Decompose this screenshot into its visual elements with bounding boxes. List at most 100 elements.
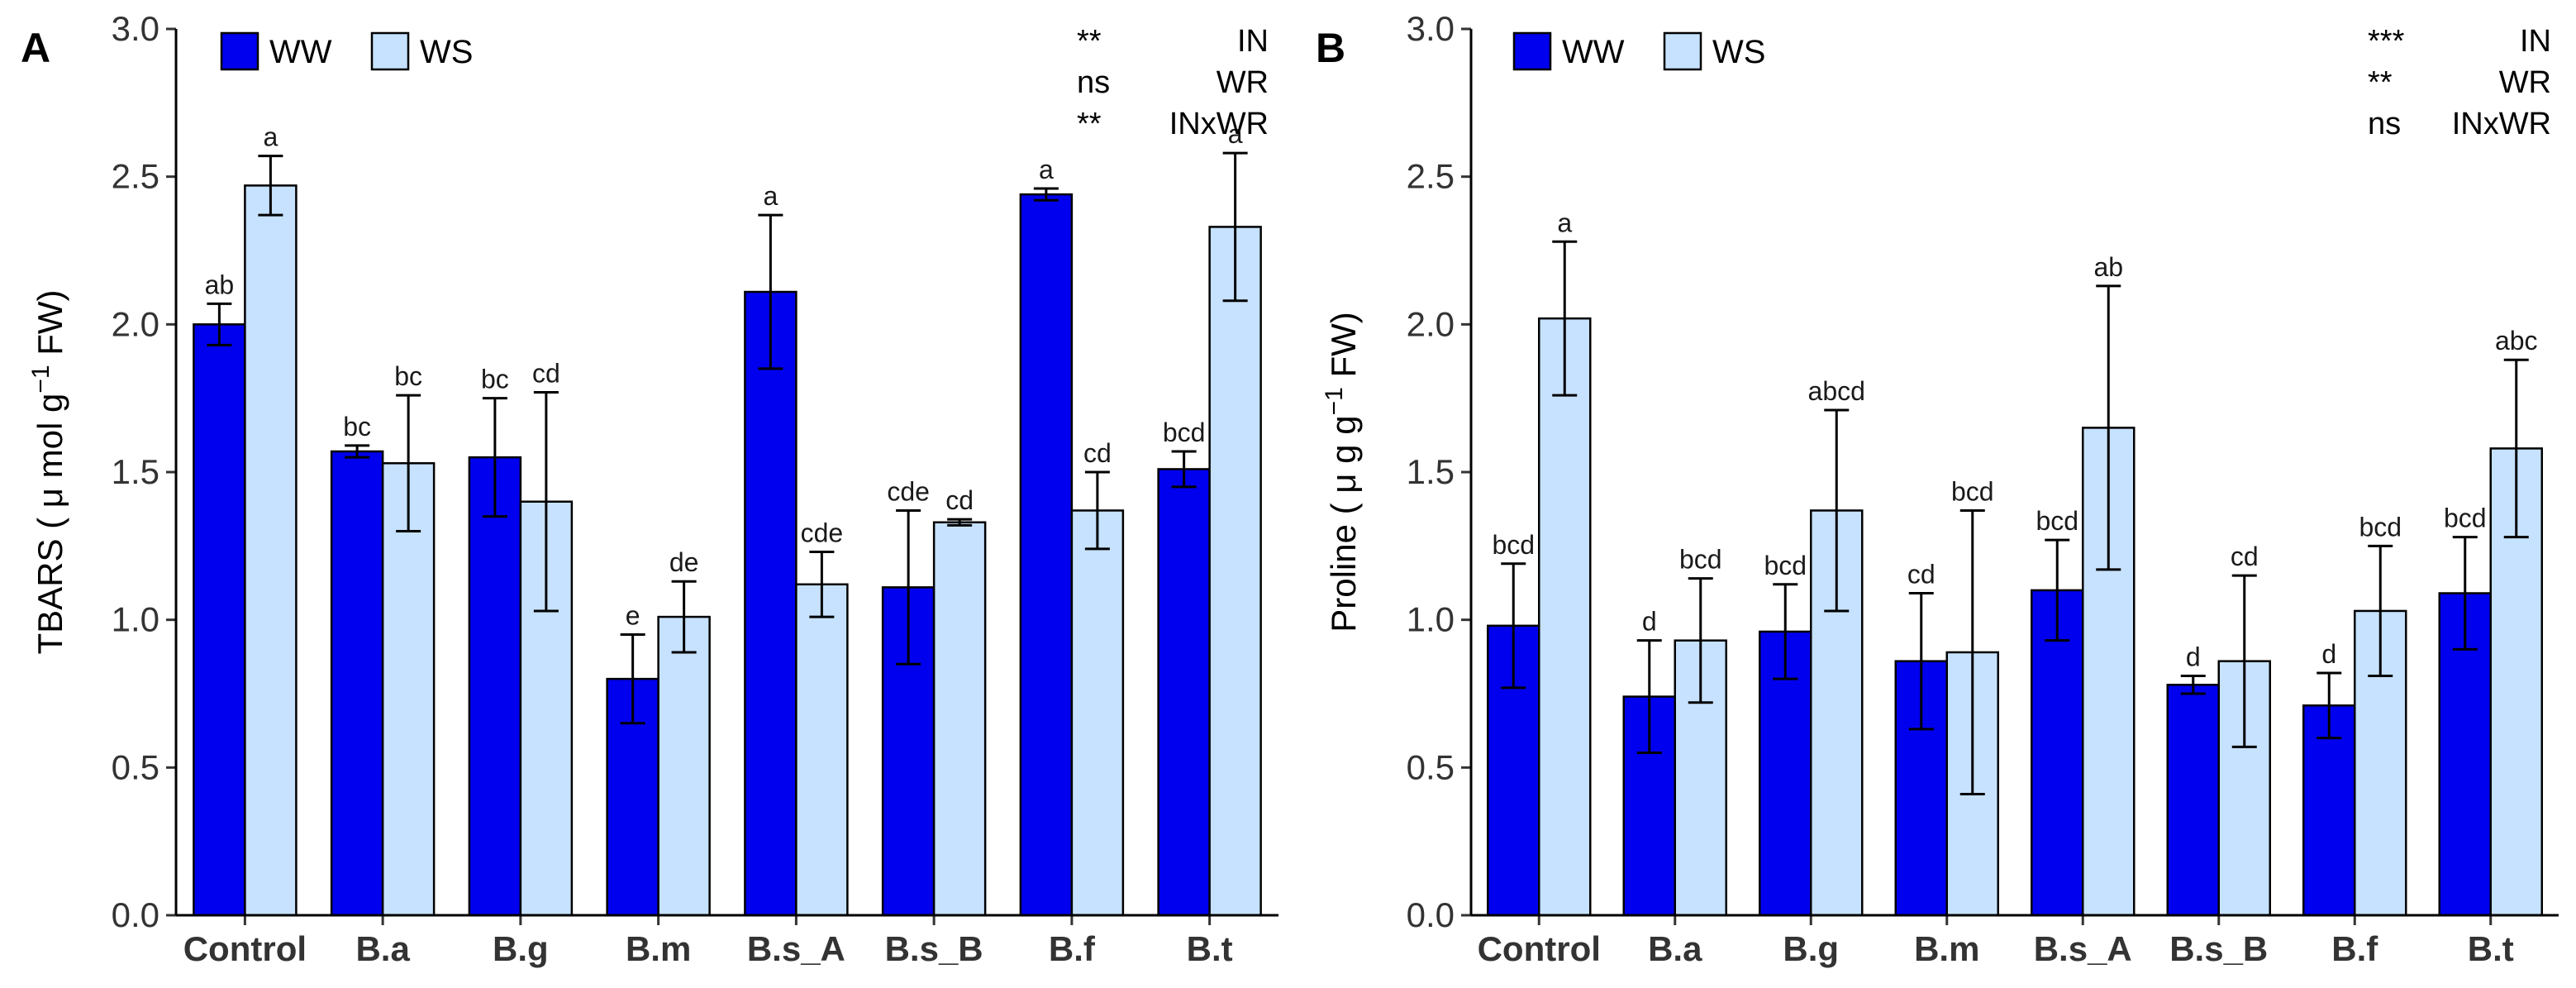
significance-letter: cd bbox=[2231, 542, 2259, 571]
significance-letter: bc bbox=[481, 365, 509, 394]
bar-ww-control bbox=[193, 323, 246, 917]
x-tick-label: B.a bbox=[355, 929, 410, 968]
y-axis-label: Proline ( μ g g−1 FW) bbox=[1321, 312, 1363, 632]
x-tick-label: Control bbox=[1478, 929, 1601, 968]
significance-letter: bcd bbox=[1163, 418, 1206, 447]
legend-label-ww: WW bbox=[1562, 34, 1625, 70]
significance-letter: bcd bbox=[2359, 512, 2402, 542]
stat-significance: ** bbox=[1077, 107, 1102, 141]
bar-ww-b-s-b bbox=[2166, 684, 2220, 917]
significance-letter: ab bbox=[205, 270, 235, 299]
x-tick-label: B.a bbox=[1648, 929, 1702, 968]
x-tick-label: B.m bbox=[626, 929, 691, 968]
stat-term: WR bbox=[2499, 65, 2551, 100]
significance-letter: a bbox=[263, 122, 278, 152]
y-tick-label: 1.5 bbox=[1407, 452, 1455, 491]
x-tick-label: B.f bbox=[2331, 929, 2378, 968]
x-tick-label: Control bbox=[183, 929, 307, 968]
x-tick-label: B.f bbox=[1049, 929, 1096, 968]
significance-letter: bc bbox=[343, 412, 371, 441]
x-tick-label: B.g bbox=[1783, 929, 1839, 968]
significance-letter: bcd bbox=[1764, 551, 1807, 580]
y-tick-label: 3.0 bbox=[112, 9, 160, 48]
x-tick-label: B.s_B bbox=[885, 929, 983, 968]
y-axis-label: TBARS ( μ mol g−1 FW) bbox=[27, 289, 69, 654]
stat-significance: ** bbox=[2368, 65, 2393, 100]
y-tick-label: 0.0 bbox=[112, 895, 160, 934]
bar-ws-b-t bbox=[1208, 226, 1262, 917]
bar-ws-b-s-a bbox=[795, 583, 849, 917]
significance-letter: abc bbox=[2495, 326, 2538, 356]
y-axis-label-unit: FW) bbox=[1324, 312, 1363, 387]
y-tick-label: 2.0 bbox=[112, 304, 160, 343]
significance-letter: a bbox=[763, 181, 778, 211]
significance-letter: cd bbox=[1083, 438, 1112, 468]
panel-letter: A bbox=[21, 25, 50, 71]
significance-letter: e bbox=[626, 601, 640, 631]
significance-letter: cd bbox=[532, 359, 560, 389]
significance-letter: a bbox=[1039, 155, 1054, 184]
bar-ww-b-g bbox=[468, 456, 522, 917]
bar-ww-b-s-a bbox=[744, 290, 798, 917]
stat-significance: *** bbox=[2368, 24, 2405, 59]
y-tick-label: 1.5 bbox=[112, 452, 160, 491]
bar-ws-b-m bbox=[657, 615, 711, 917]
legend-label-ws: WS bbox=[1712, 34, 1765, 70]
stat-term: INxWR bbox=[2452, 107, 2551, 141]
significance-letter: cd bbox=[945, 485, 974, 515]
x-tick-label: B.t bbox=[2468, 929, 2514, 968]
y-tick-label: 1.0 bbox=[1407, 600, 1455, 639]
legend-swatch-ws bbox=[370, 31, 410, 71]
x-tick-label: B.g bbox=[493, 929, 549, 968]
x-tick-label: B.t bbox=[1187, 929, 1233, 968]
legend: WW WS bbox=[1512, 31, 1765, 71]
y-tick-label: 0.0 bbox=[1407, 895, 1455, 934]
y-tick-label: 3.0 bbox=[1407, 9, 1455, 48]
significance-letter: bcd bbox=[2444, 504, 2487, 533]
significance-letter: abcd bbox=[1808, 376, 1865, 406]
significance-letter: de bbox=[669, 547, 699, 577]
y-axis-label-unit: FW) bbox=[31, 289, 69, 365]
significance-letter: a bbox=[1557, 208, 1572, 237]
legend-swatch-ww bbox=[220, 31, 260, 71]
stat-significance: ns bbox=[2368, 107, 2401, 141]
significance-letter: cde bbox=[801, 518, 844, 547]
panel-a: A 0.0 0.5 1.0 1.5 2.0 2.5 3.0 TBARS ( μ mol g−1 … bbox=[21, 9, 1278, 968]
y-axis-label-main: Proline ( μ g g bbox=[1324, 415, 1363, 632]
significance-letter: d bbox=[1642, 607, 1657, 637]
x-tick-label: B.m bbox=[1914, 929, 1979, 968]
bar-ww-b-f bbox=[1019, 193, 1074, 917]
significance-letter: d bbox=[2186, 642, 2201, 672]
stat-significance: ** bbox=[1077, 24, 1102, 59]
y-tick-label: 1.0 bbox=[112, 600, 160, 639]
x-tick-label: B.s_A bbox=[747, 929, 845, 968]
stat-term: INxWR bbox=[1169, 107, 1269, 141]
stat-term: WR bbox=[1217, 65, 1269, 100]
stat-term: IN bbox=[1237, 24, 1269, 59]
significance-letter: cd bbox=[1907, 560, 1936, 589]
significance-letter: bcd bbox=[1492, 530, 1535, 560]
bar-ww-b-a bbox=[330, 450, 384, 917]
x-tick-label: B.s_B bbox=[2169, 929, 2268, 968]
significance-letter: bcd bbox=[1951, 476, 1994, 506]
y-axis-label-main: TBARS ( μ mol g bbox=[31, 394, 69, 655]
significance-letter: cde bbox=[887, 476, 930, 506]
bar-ws-b-f bbox=[1070, 509, 1125, 917]
legend-label-ws: WS bbox=[420, 34, 473, 70]
stat-term: IN bbox=[2520, 24, 2551, 59]
bar-ws-b-a bbox=[381, 462, 436, 917]
y-axis-label-exponent: −1 bbox=[27, 365, 55, 393]
significance-letter: ab bbox=[2093, 252, 2123, 282]
y-tick-label: 2.0 bbox=[1407, 304, 1455, 343]
y-tick-label: 2.5 bbox=[112, 157, 160, 196]
stat-significance: ns bbox=[1077, 65, 1110, 100]
bar-ws-control bbox=[1538, 317, 1592, 917]
significance-letter: d bbox=[2321, 639, 2336, 669]
significance-letter: a bbox=[1228, 119, 1243, 149]
legend-swatch-ww bbox=[1512, 31, 1552, 71]
legend-label-ww: WW bbox=[269, 34, 332, 70]
bar-ws-control bbox=[244, 184, 298, 917]
x-tick-label: B.s_A bbox=[2034, 929, 2132, 968]
y-tick-label: 0.5 bbox=[112, 747, 160, 786]
